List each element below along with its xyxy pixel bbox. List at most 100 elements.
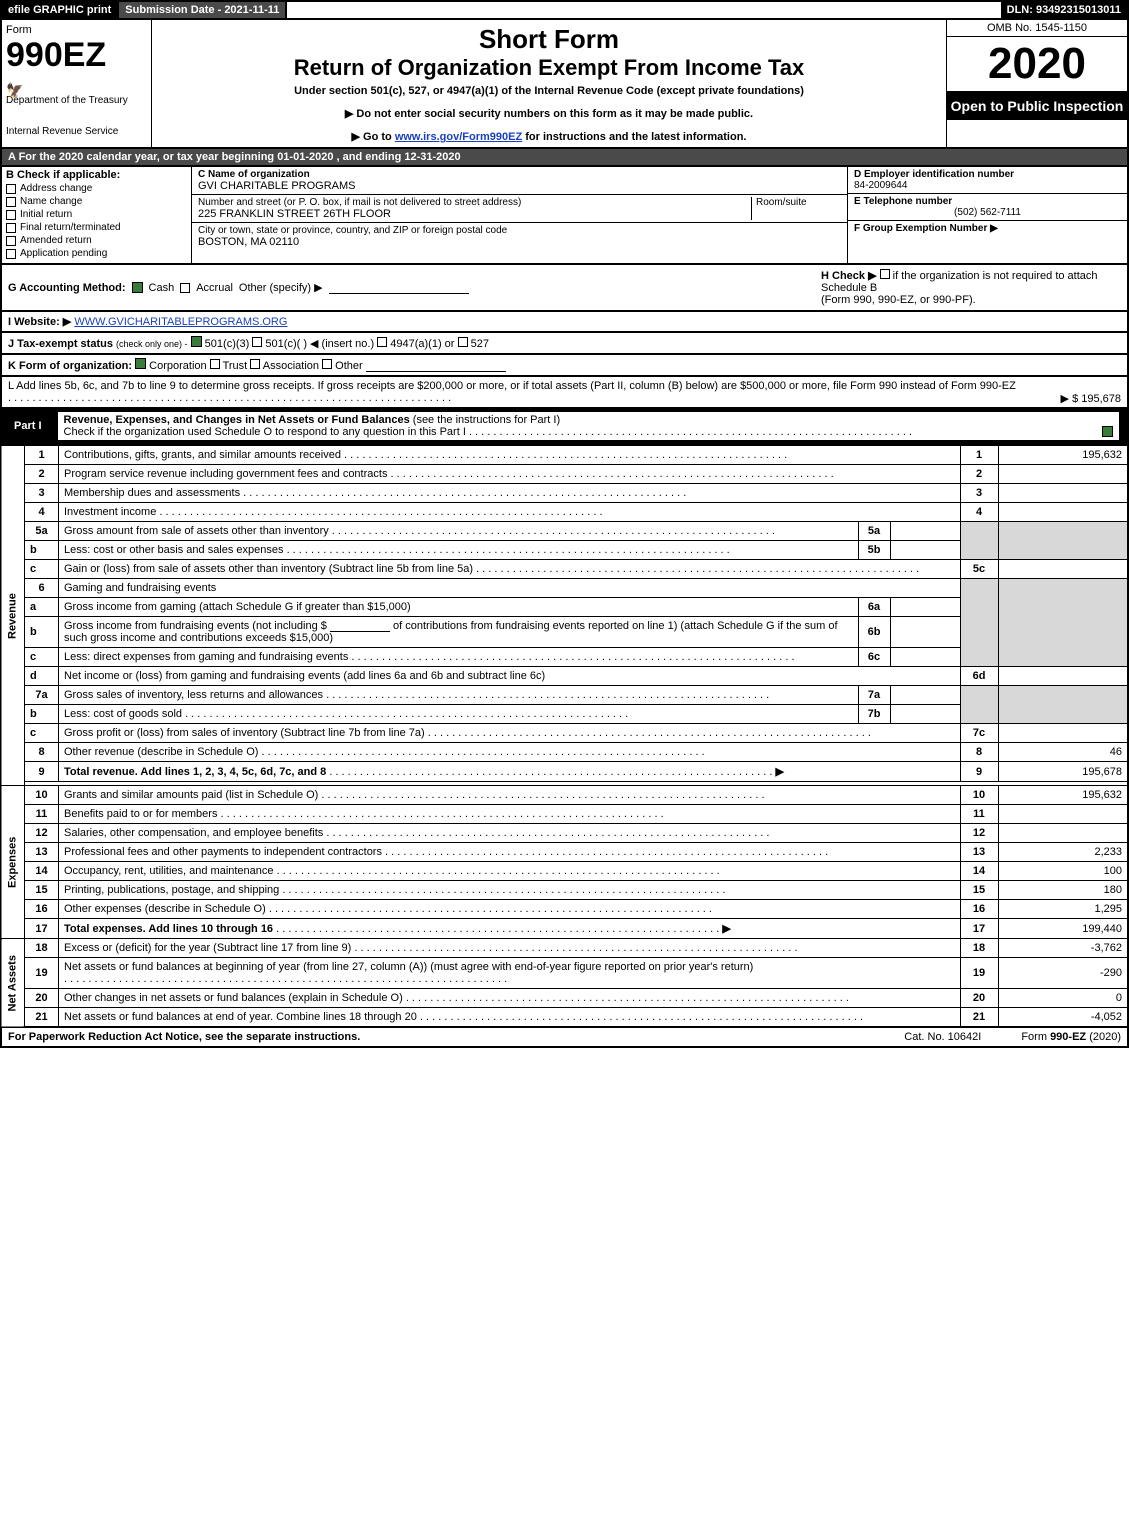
row-num: 16 (25, 900, 59, 919)
row-desc: Less: direct expenses from gaming and fu… (64, 651, 348, 663)
checkbox-schedule-o-checked[interactable] (1102, 426, 1113, 437)
k-opt-trust: Trust (223, 360, 248, 372)
top-bar: efile GRAPHIC print Submission Date - 20… (0, 0, 1129, 20)
block-c: C Name of organization GVI CHARITABLE PR… (192, 167, 847, 263)
expenses-side-label: Expenses (1, 786, 25, 939)
row-amt: -4,052 (998, 1008, 1128, 1028)
org-street: 225 FRANKLIN STREET 26TH FLOOR (198, 208, 751, 220)
net-assets-side-label: Net Assets (1, 939, 25, 1028)
row-ref: 19 (960, 958, 998, 989)
efile-print-button[interactable]: efile GRAPHIC print (2, 2, 119, 18)
website-link[interactable]: WWW.GVICHARITABLEPROGRAMS.ORG (74, 316, 287, 328)
checkbox-corporation-checked[interactable] (135, 358, 146, 369)
checkbox-h[interactable] (880, 269, 890, 279)
row-amt: 180 (998, 881, 1128, 900)
row-ref: 18 (960, 939, 998, 958)
phone-value: (502) 562-7111 (854, 207, 1121, 218)
k-label: K Form of organization: (8, 360, 132, 372)
checkbox-initial-return[interactable] (6, 210, 16, 220)
row-num: 20 (25, 989, 59, 1008)
row-desc: Salaries, other compensation, and employ… (64, 827, 323, 839)
irs-link[interactable]: www.irs.gov/Form990EZ (395, 131, 522, 143)
checkbox-association[interactable] (250, 359, 260, 369)
row-amt (998, 805, 1128, 824)
d-ein-label: D Employer identification number (854, 169, 1121, 180)
checkbox-address-change[interactable] (6, 184, 16, 194)
row-subref: 7b (858, 705, 890, 724)
main-title: Return of Organization Exempt From Incom… (160, 55, 938, 81)
checkbox-501c3-checked[interactable] (191, 336, 202, 347)
row-subref: 7a (858, 686, 890, 705)
grey-cell (960, 579, 998, 667)
c-room-label: Room/suite (756, 197, 807, 208)
g-other: Other (specify) ▶ (239, 281, 323, 294)
row-subamt (890, 522, 960, 541)
checkbox-other[interactable] (322, 359, 332, 369)
checkbox-501c[interactable] (252, 337, 262, 347)
row-num: 11 (25, 805, 59, 824)
warning-2: ▶ Go to www.irs.gov/Form990EZ for instru… (160, 130, 938, 143)
row-num: c (25, 724, 59, 743)
row-num: 12 (25, 824, 59, 843)
row-subamt (890, 617, 960, 648)
opt-name-change: Name change (20, 196, 82, 207)
row-desc: Net assets or fund balances at beginning… (64, 961, 753, 973)
checkbox-name-change[interactable] (6, 197, 16, 207)
e-phone-label: E Telephone number (854, 196, 1121, 207)
department-label: Department of the Treasury (6, 95, 147, 106)
row-ref: 20 (960, 989, 998, 1008)
k-opt-corp: Corporation (149, 360, 206, 372)
checkbox-amended-return[interactable] (6, 236, 16, 246)
j-opt4: 527 (471, 338, 489, 350)
row-num: 19 (25, 958, 59, 989)
row-num: 2 (25, 465, 59, 484)
open-public-inspection: Open to Public Inspection (947, 92, 1127, 120)
row-subref: 5a (858, 522, 890, 541)
row-desc: Occupancy, rent, utilities, and maintena… (64, 865, 274, 877)
eagle-icon: 🦅 (6, 82, 23, 99)
row-amt: 100 (998, 862, 1128, 881)
form-label: Form (6, 24, 147, 36)
footer-right-pre: Form (1021, 1031, 1050, 1043)
checkbox-cash-checked[interactable] (132, 282, 143, 293)
warn2-post: for instructions and the latest informat… (522, 131, 746, 143)
j-label: J Tax-exempt status (8, 338, 113, 350)
checkbox-4947[interactable] (377, 337, 387, 347)
ein-value: 84-2009644 (854, 180, 1121, 191)
line-a-period: A For the 2020 calendar year, or tax yea… (0, 149, 1129, 167)
row-num: d (25, 667, 59, 686)
arrow-icon (776, 766, 784, 778)
row-num: 3 (25, 484, 59, 503)
row-num: 14 (25, 862, 59, 881)
dots-icon (329, 525, 775, 537)
dots-icon (387, 468, 833, 480)
row-desc: Gain or (loss) from sale of assets other… (64, 563, 473, 575)
dots-icon (266, 903, 712, 915)
l-amount: ▶ $ 195,678 (1061, 392, 1121, 405)
row-amt (998, 560, 1128, 579)
dots-icon (351, 942, 797, 954)
dots-icon (182, 708, 628, 720)
checkbox-trust[interactable] (210, 359, 220, 369)
opt-final-return: Final return/terminated (20, 222, 121, 233)
checkbox-application-pending[interactable] (6, 249, 16, 259)
org-city: BOSTON, MA 02110 (198, 236, 841, 248)
dots-icon (425, 727, 871, 739)
row-amt: -3,762 (998, 939, 1128, 958)
checkbox-final-return[interactable] (6, 223, 16, 233)
row-ref: 10 (960, 786, 998, 805)
checkbox-527[interactable] (458, 337, 468, 347)
checkbox-accrual[interactable] (180, 283, 190, 293)
row-desc: Excess or (deficit) for the year (Subtra… (64, 942, 351, 954)
footer-right-bold: 990-EZ (1050, 1031, 1086, 1043)
row-num: 8 (25, 743, 59, 762)
row-ref: 7c (960, 724, 998, 743)
page-footer: For Paperwork Reduction Act Notice, see … (0, 1028, 1129, 1048)
row-subamt (890, 648, 960, 667)
row-subamt (890, 705, 960, 724)
row-desc: Total expenses. Add lines 10 through 16 (64, 923, 273, 935)
dots-icon (240, 487, 686, 499)
row-desc: Less: cost or other basis and sales expe… (64, 544, 284, 556)
row-ref: 11 (960, 805, 998, 824)
arrow-icon (722, 923, 730, 935)
